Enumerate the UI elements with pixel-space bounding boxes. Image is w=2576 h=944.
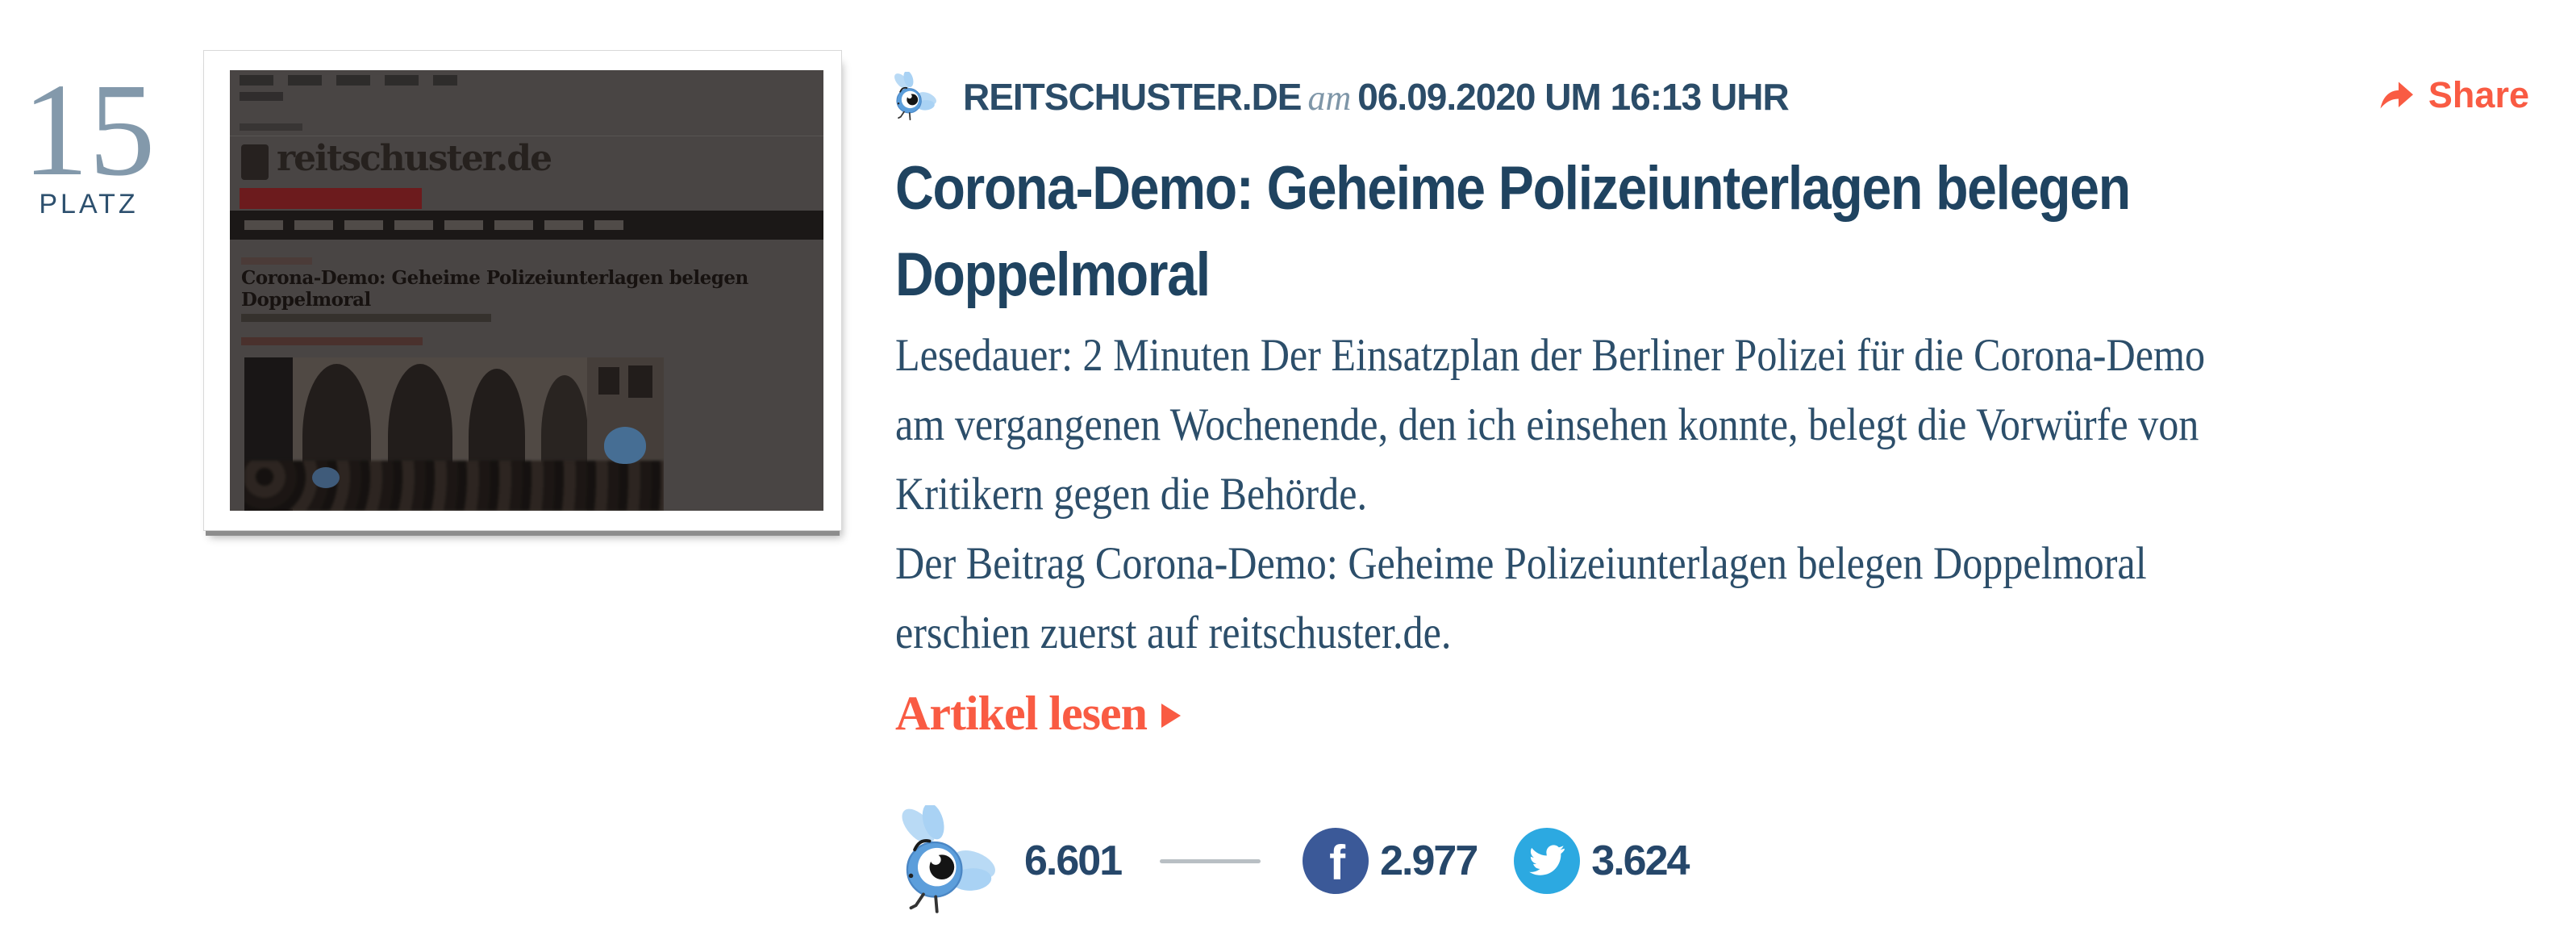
share-label: Share: [2428, 74, 2529, 115]
thumb-article-photo: [244, 357, 664, 511]
share-arrow-icon: [2380, 81, 2413, 109]
share-button[interactable]: Share: [2377, 74, 2529, 116]
facebook-shares-count: 2.977: [1380, 837, 1478, 884]
stats-divider-dash: [1160, 858, 1261, 863]
meta-row: REITSCHUSTER.DE am 06.09.2020 UM 16:13 UHR: [886, 71, 1790, 123]
thumb-navbar-text-placeholder: [244, 220, 623, 230]
photo-dark-window: [244, 357, 293, 511]
twitter-shares-count: 3.624: [1591, 837, 1690, 884]
teaser-line: Der Beitrag Corona-Demo: Geheime Polizei…: [895, 538, 2147, 589]
fly-mascot-icon: [902, 805, 995, 913]
photo-crowd: [244, 461, 664, 511]
twitter-bird-icon: [1529, 845, 1565, 875]
thumb-black-navbar: [230, 211, 823, 240]
headline-line1: Corona-Demo: Geheime Polizeiunterlagen b…: [895, 154, 2131, 223]
thumb-nav-menu-placeholder: [240, 75, 457, 86]
thumb-red-banner: [240, 188, 422, 209]
meta-connector: am: [1307, 78, 1352, 118]
right-triangle-icon: [1161, 704, 1181, 728]
thumb-category-placeholder: [241, 257, 312, 265]
rank-number: 15: [22, 56, 156, 203]
article-thumbnail-card[interactable]: reitschuster.de Corona-Demo: Geheime Pol…: [203, 50, 842, 531]
photo-arch: [469, 369, 525, 482]
meta-datetime: 06.09.2020 UM 16:13 UHR: [1357, 76, 1789, 118]
article-teaser-text: Lesedauer: 2 Minuten Der Einsatzplan der…: [895, 321, 2205, 668]
teaser-line: am vergangenen Wochenende, den ich einse…: [895, 399, 2199, 450]
thumb-small-label-placeholder: [240, 123, 302, 131]
teaser-line: Kritikern gegen die Behörde.: [895, 469, 1368, 520]
thumb-site-logo: reitschuster.de: [277, 138, 552, 179]
share-stats-row: 6.601 f 2.977 3.624: [882, 800, 1690, 921]
photo-window: [598, 367, 619, 395]
headline-line2: Doppelmoral: [895, 240, 1211, 309]
photo-arch: [388, 364, 452, 485]
rank-block: 15 PLATZ: [8, 0, 169, 242]
thumb-date-placeholder: [241, 337, 423, 345]
read-article-link[interactable]: Artikel lesen: [895, 686, 1181, 741]
read-article-label: Artikel lesen: [895, 687, 1148, 740]
article-headline[interactable]: Corona-Demo: Geheime Polizeiunterlagen b…: [895, 145, 2131, 318]
photo-police-helmet: [312, 467, 340, 488]
thumb-headline-line1: Corona-Demo: Geheime Polizeiunterlagen b…: [241, 267, 748, 289]
photo-building-facade: [587, 357, 664, 511]
rank-label: PLATZ: [39, 189, 139, 219]
meta-text: REITSCHUSTER.DE am 06.09.2020 UM 16:13 UHR: [963, 75, 1790, 119]
thumb-author-portrait: [241, 144, 269, 180]
teaser-line: erschien zuerst auf reitschuster.de.: [895, 608, 1452, 658]
meta-source: REITSCHUSTER.DE: [963, 76, 1302, 118]
article-thumbnail-screenshot: reitschuster.de Corona-Demo: Geheime Pol…: [230, 70, 823, 511]
facebook-icon: f: [1303, 828, 1369, 894]
total-shares-count: 6.601: [1024, 837, 1123, 884]
thumb-headline-line2: Doppelmoral: [241, 289, 371, 311]
thumb-subtitle-placeholder: [241, 314, 491, 322]
photo-arch: [541, 375, 588, 476]
photo-arch: [302, 364, 371, 485]
fly-mascot-icon: [894, 72, 936, 121]
photo-window: [628, 365, 652, 398]
thumb-nav-item-placeholder: [240, 92, 283, 101]
teaser-line: Lesedauer: 2 Minuten Der Einsatzplan der…: [895, 330, 2206, 381]
twitter-icon: [1514, 828, 1581, 894]
photo-police-helmet: [604, 427, 646, 464]
